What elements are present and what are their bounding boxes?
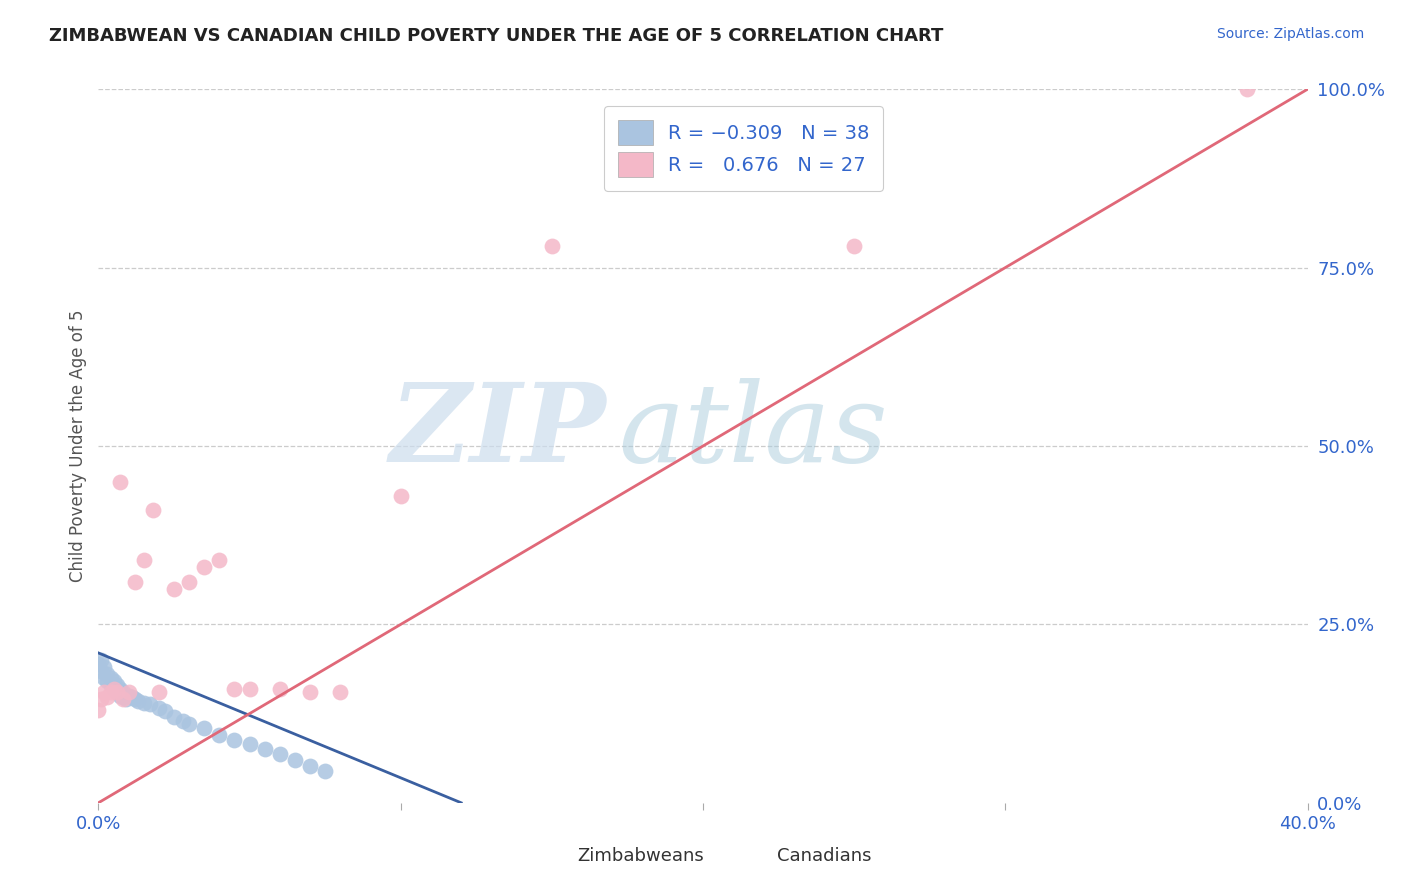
Point (108, 681, 131, 696)
Text: ZIMBABWEAN VS CANADIAN CHILD POVERTY UNDER THE AGE OF 5 CORRELATION CHART: ZIMBABWEAN VS CANADIAN CHILD POVERTY UND… (49, 27, 943, 45)
Point (239, 737, 262, 751)
Point (90, 653, 112, 667)
Point (105, 685, 128, 699)
Point (108, 475, 131, 489)
Text: ZIP: ZIP (389, 378, 606, 485)
Point (299, 758, 322, 772)
Point (139, 698, 162, 712)
Text: Zimbabweans: Zimbabweans (578, 847, 704, 865)
Point (111, 690, 134, 705)
Point (163, 710, 186, 724)
Point (208, 553, 231, 567)
Point (299, 685, 322, 699)
Point (100, 671, 122, 685)
Point (124, 692, 146, 706)
Point (90, 664, 112, 678)
Point (105, 678, 128, 692)
Point (87, 703, 110, 717)
Point (93, 671, 115, 685)
Point (96, 690, 118, 705)
Point (111, 685, 134, 699)
Point (105, 685, 128, 699)
Point (103, 681, 125, 696)
Point (132, 553, 155, 567)
Point (93, 660, 115, 674)
Point (284, 753, 307, 767)
Point (93, 685, 115, 699)
Point (193, 560, 215, 574)
Point (127, 694, 149, 708)
Point (172, 714, 194, 728)
Point (1236, 82, 1258, 96)
Point (100, 685, 122, 699)
Point (208, 728, 231, 742)
Point (100, 678, 122, 692)
Point (389, 489, 412, 503)
Point (118, 689, 141, 703)
FancyBboxPatch shape (731, 844, 769, 870)
Point (329, 685, 352, 699)
Point (193, 721, 215, 735)
Point (224, 733, 246, 747)
Point (96, 667, 118, 681)
Point (142, 503, 165, 517)
Point (179, 574, 201, 589)
Point (108, 689, 131, 703)
Point (540, 239, 562, 253)
Legend: R = −0.309   N = 38, R =   0.676   N = 27: R = −0.309 N = 38, R = 0.676 N = 27 (605, 106, 883, 191)
Point (314, 764, 336, 778)
Point (224, 681, 246, 696)
FancyBboxPatch shape (531, 844, 569, 870)
Point (179, 717, 201, 731)
Point (111, 692, 134, 706)
Point (87, 657, 110, 671)
Point (844, 239, 866, 253)
Point (148, 685, 170, 699)
Point (239, 681, 262, 696)
Point (132, 696, 155, 710)
Point (121, 690, 143, 705)
Point (103, 674, 125, 689)
Point (153, 705, 176, 719)
Point (103, 681, 125, 696)
Point (90, 692, 112, 706)
Point (253, 742, 276, 756)
Point (163, 582, 186, 596)
Point (269, 747, 291, 762)
Point (114, 692, 136, 706)
Point (124, 574, 146, 589)
Point (269, 681, 291, 696)
Point (96, 674, 118, 689)
Text: Source: ZipAtlas.com: Source: ZipAtlas.com (1216, 27, 1364, 41)
Text: atlas: atlas (619, 378, 889, 485)
Text: Canadians: Canadians (776, 847, 872, 865)
Y-axis label: Child Poverty Under the Age of 5: Child Poverty Under the Age of 5 (69, 310, 87, 582)
Point (148, 701, 170, 715)
Point (118, 685, 141, 699)
